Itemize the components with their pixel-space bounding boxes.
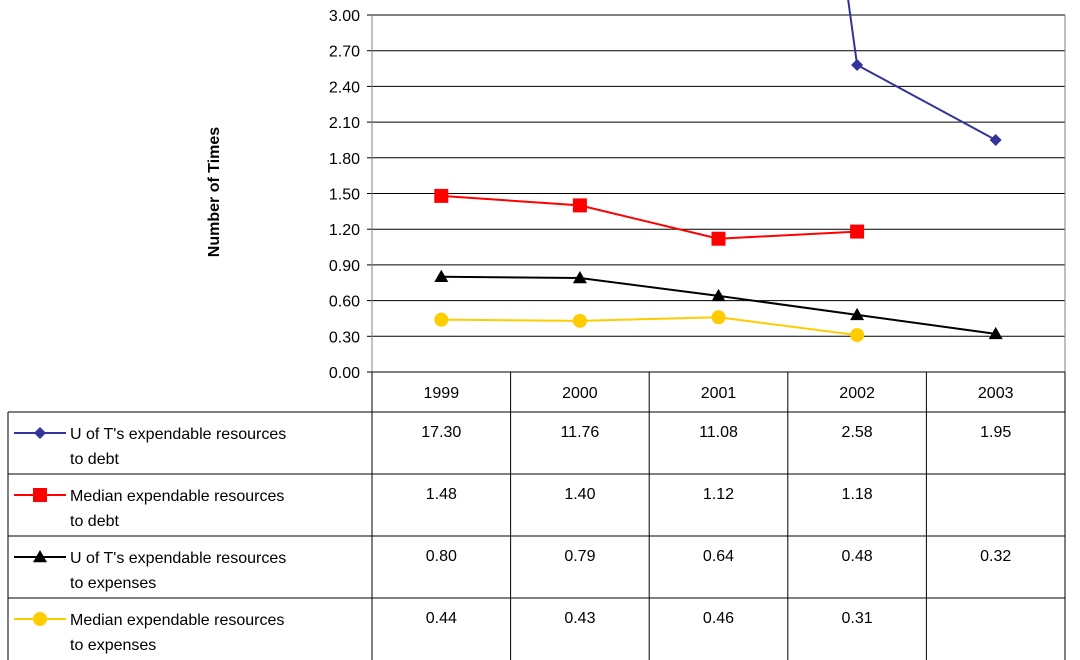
legend-series-name: to expenses bbox=[70, 637, 156, 654]
marker-circle bbox=[711, 310, 726, 325]
legend-series-name: U of T's expendable resources bbox=[70, 550, 286, 567]
series-line bbox=[847, 0, 997, 141]
table-value: 1.48 bbox=[426, 486, 457, 503]
table-value: 1.12 bbox=[703, 486, 734, 503]
table-value: 0.80 bbox=[426, 548, 457, 565]
y-tick-label: 2.70 bbox=[329, 44, 360, 61]
table-value: 0.32 bbox=[980, 548, 1011, 565]
marker-diamond bbox=[34, 427, 46, 439]
marker-circle bbox=[850, 328, 865, 343]
marker-diamond bbox=[851, 58, 864, 71]
table-value: 1.40 bbox=[564, 486, 595, 503]
y-tick-label: 1.50 bbox=[329, 187, 360, 204]
y-tick-label: 1.80 bbox=[329, 151, 360, 168]
legend-series-name: to debt bbox=[70, 513, 119, 530]
legend-series-name: Median expendable resources bbox=[70, 488, 284, 505]
legend-series-name: Median expendable resources bbox=[70, 612, 284, 629]
marker-triangle bbox=[711, 288, 726, 302]
table-value: 0.43 bbox=[564, 610, 595, 627]
x-category-label: 2000 bbox=[562, 385, 598, 402]
y-tick-label: 0.60 bbox=[329, 294, 360, 311]
table-value: 0.64 bbox=[703, 548, 734, 565]
plot-area: 0.00 0.30 0.60 0.90 1.20 1.50 1.80 2.10 2.40 2.70… bbox=[329, 0, 1066, 382]
marker-square bbox=[850, 224, 865, 239]
series-line bbox=[441, 316, 858, 337]
table-value: 0.46 bbox=[703, 610, 734, 627]
x-category-label: 2002 bbox=[839, 385, 875, 402]
marker-triangle bbox=[572, 270, 587, 284]
series-line bbox=[441, 194, 858, 240]
y-tick-label: 0.90 bbox=[329, 258, 360, 275]
marker-square bbox=[572, 198, 587, 213]
table-value: 1.95 bbox=[980, 424, 1011, 441]
marker-triangle bbox=[434, 269, 449, 283]
marker-diamond bbox=[989, 133, 1002, 146]
table-value: 0.48 bbox=[842, 548, 873, 565]
data-table: 1999 2000 2001 2002 2003 U of T's expendable … bbox=[7, 372, 1066, 660]
marker-triangle bbox=[33, 550, 47, 563]
table-value: 0.79 bbox=[564, 548, 595, 565]
y-axis-label: Number of Times bbox=[206, 127, 223, 258]
y-tick-label: 2.40 bbox=[329, 79, 360, 96]
legend-series-name: U of T's expendable resources bbox=[70, 426, 286, 443]
marker-triangle bbox=[850, 307, 865, 321]
y-tick-label: 2.10 bbox=[329, 115, 360, 132]
table-value: 1.18 bbox=[842, 486, 873, 503]
y-tick-label: 0.00 bbox=[329, 365, 360, 382]
y-tick-label: 3.00 bbox=[329, 8, 360, 25]
marker-square bbox=[711, 231, 726, 246]
table-value: 0.44 bbox=[426, 610, 457, 627]
marker-square bbox=[434, 188, 449, 203]
x-category-label: 1999 bbox=[424, 385, 460, 402]
y-tick-label: 1.20 bbox=[329, 222, 360, 239]
marker-circle bbox=[434, 312, 449, 327]
marker-triangle bbox=[988, 326, 1003, 340]
marker-circle bbox=[33, 612, 47, 626]
legend-series-name: to debt bbox=[70, 451, 119, 468]
legend-series-name: to expenses bbox=[70, 575, 156, 592]
marker-square bbox=[33, 488, 47, 502]
table-value: 0.31 bbox=[842, 610, 873, 627]
marker-circle bbox=[572, 313, 587, 328]
table-value: 17.30 bbox=[421, 424, 461, 441]
table-value: 11.76 bbox=[560, 424, 599, 441]
x-category-label: 2001 bbox=[701, 385, 737, 402]
y-tick-label: 0.30 bbox=[329, 329, 360, 346]
table-value: 11.08 bbox=[699, 424, 738, 441]
table-value: 2.58 bbox=[842, 424, 873, 441]
series-line bbox=[441, 275, 996, 335]
x-category-label: 2003 bbox=[978, 385, 1014, 402]
